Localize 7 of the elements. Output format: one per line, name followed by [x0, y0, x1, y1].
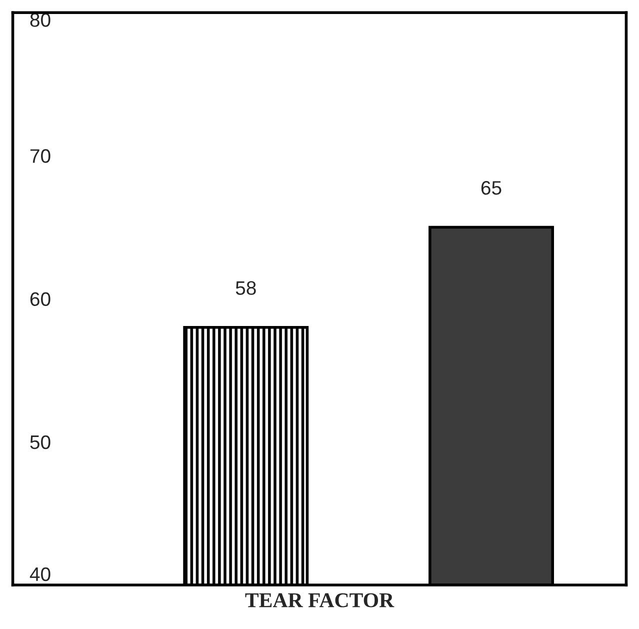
data-label: 65	[481, 180, 502, 195]
y-tick-label: 70	[30, 149, 50, 163]
y-tick-label: 60	[30, 292, 50, 306]
data-label: 58	[236, 281, 256, 295]
y-tick-label: 40	[30, 567, 50, 582]
x-axis-title: TEAR FACTOR	[245, 593, 394, 608]
y-tick-label: 50	[30, 435, 50, 450]
